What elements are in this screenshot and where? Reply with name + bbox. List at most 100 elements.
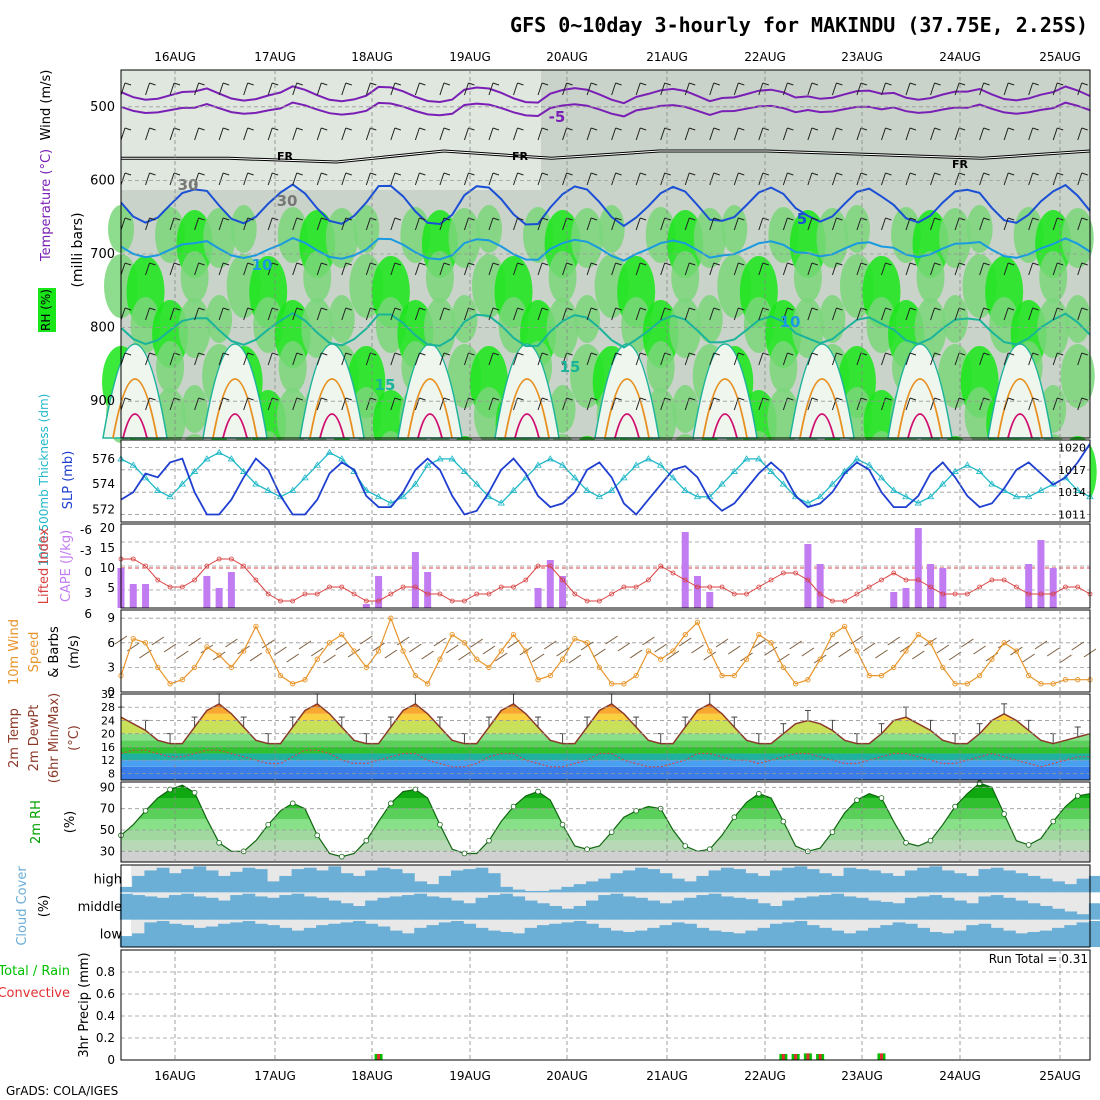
wind-barb-flag (762, 82, 769, 86)
cloud-bar (696, 927, 710, 947)
cape-bar (890, 592, 898, 608)
cape-bar (939, 568, 947, 608)
wind-barb-flag (198, 352, 205, 356)
wind-barb-flag (419, 127, 426, 131)
cape-bar (902, 588, 910, 608)
wind-barb-flag (345, 127, 352, 131)
thickness-frame (120, 439, 1091, 523)
wind-barb-10m (887, 636, 901, 646)
cloud-bar (610, 893, 624, 920)
wind-barb (488, 217, 494, 231)
wind-speed-point (621, 681, 627, 687)
lifted-index-point (560, 577, 565, 583)
wind-barb-10m (433, 637, 447, 647)
cloud-bar (1027, 931, 1041, 947)
thickness-point (828, 480, 837, 487)
lifted-index-point (425, 591, 431, 597)
wind-barb (709, 217, 715, 231)
wind-barb (267, 262, 273, 276)
wind-barb (1028, 307, 1034, 321)
wind-barb (733, 82, 739, 96)
wind-label-3: & Barbs (47, 626, 62, 678)
cloud-bar (855, 897, 869, 920)
rh-frame (120, 781, 1091, 863)
thickness-point (779, 480, 788, 487)
wind-barb (758, 172, 764, 186)
cloud-bar (254, 896, 268, 920)
cloud-bar (401, 933, 415, 947)
wind-barb (218, 172, 224, 186)
wind-barb (782, 262, 788, 276)
wind-barb (292, 217, 298, 231)
wind-barb (267, 82, 273, 96)
wind-barb-flag (885, 397, 892, 401)
lifted-index-point (682, 577, 688, 583)
wind-barb-flag (149, 127, 156, 131)
lifted-index-point (523, 577, 529, 583)
wind-barb-flag (640, 262, 647, 266)
wind-barb-10m (752, 639, 766, 649)
bottom-date-label: 20AUG (546, 1069, 588, 1083)
lifted-index-point (989, 577, 995, 583)
wind-barb-flag (566, 262, 573, 266)
wind-barb-flag (689, 262, 696, 266)
lifted-index-point (915, 577, 921, 583)
lifted-index-point (253, 577, 259, 583)
cloud-bar (414, 893, 428, 920)
wind-barb-flag (640, 127, 647, 131)
wind-barb (463, 172, 469, 186)
wind-barb (881, 82, 886, 96)
rh-region (548, 251, 577, 303)
wind-barb (243, 217, 249, 231)
cloud-bar (389, 930, 403, 947)
cloud-bar (953, 930, 967, 947)
cloud-bar (782, 922, 795, 947)
cloud-bar (328, 923, 342, 947)
wind-barb-flag (345, 217, 352, 221)
lifted-index-point (278, 598, 283, 604)
wind-speed-point (277, 672, 284, 679)
wind-barb-flag (296, 172, 303, 176)
wind-barb (684, 352, 690, 366)
wind-barb (782, 217, 788, 231)
wind-barb (292, 262, 298, 276)
rh-region (156, 341, 185, 393)
wind-barb (316, 217, 322, 231)
thickness-point (620, 474, 628, 481)
precip-tick: 0.2 (96, 1031, 115, 1045)
wind-barb-flag (762, 397, 769, 401)
temp-band (121, 694, 1090, 701)
wind-barb-flag (247, 397, 254, 401)
wind-barb (463, 217, 469, 231)
contour-25 (614, 413, 640, 439)
lifted-index-point (977, 584, 983, 590)
wind-barb (758, 352, 764, 366)
wind-barb-flag (492, 127, 500, 131)
thickness-point (632, 461, 640, 468)
top-date-label: 16AUG (154, 50, 196, 64)
wind-barb (881, 397, 886, 411)
thickness-point (497, 499, 505, 506)
contour-label: FR (277, 150, 294, 163)
cloud-bar (524, 890, 538, 893)
wind-speed-point (510, 631, 517, 638)
thickness-point (914, 499, 922, 506)
cloud-bar (671, 900, 685, 920)
wind-barb (463, 307, 469, 321)
rh-band (121, 798, 1090, 809)
vertical-gridlines (174, 70, 1061, 1060)
wind-speed-point (449, 631, 455, 638)
cloud-bar (868, 900, 881, 920)
lifted-index-point (928, 584, 933, 590)
wind-barb-flag (222, 127, 230, 131)
cape-bar (546, 560, 554, 608)
wind-barb-flag (787, 172, 794, 176)
wind-barb-flag (836, 352, 843, 356)
wind-barb-flag (198, 397, 205, 401)
cloud-bar (929, 866, 943, 893)
cloud-bar (487, 930, 501, 947)
lifted-index-point (400, 584, 406, 590)
wind-barb (513, 172, 518, 186)
wind-barb-flag (1007, 82, 1015, 86)
bottom-date-label: 25AUG (1039, 1069, 1081, 1083)
